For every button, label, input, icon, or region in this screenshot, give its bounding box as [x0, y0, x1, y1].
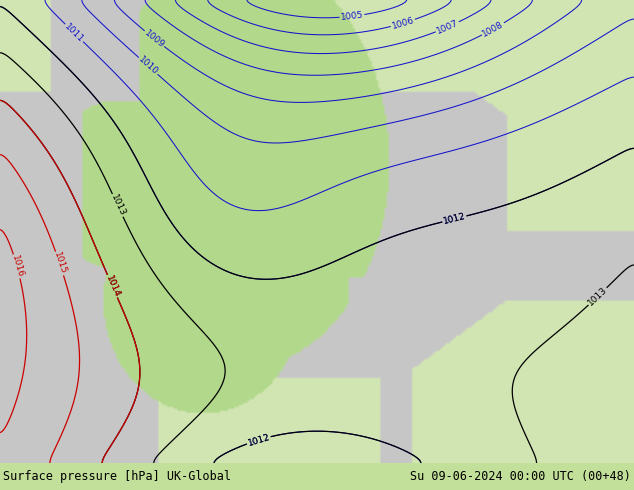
- Text: 1012: 1012: [247, 432, 271, 448]
- Text: 1005: 1005: [340, 10, 364, 22]
- Text: 1015: 1015: [52, 251, 68, 276]
- Text: 1007: 1007: [435, 18, 460, 36]
- Text: 1014: 1014: [104, 274, 121, 298]
- Text: 1008: 1008: [481, 20, 505, 39]
- Text: 1012: 1012: [442, 212, 467, 226]
- Text: 1009: 1009: [143, 28, 166, 49]
- Text: 1012: 1012: [442, 212, 467, 226]
- Text: 1012: 1012: [247, 432, 271, 448]
- Text: 1013: 1013: [109, 193, 127, 218]
- Text: 1016: 1016: [10, 254, 24, 279]
- Text: 1010: 1010: [136, 55, 160, 77]
- Text: 1013: 1013: [586, 285, 609, 308]
- Text: Surface pressure [hPa] UK-Global: Surface pressure [hPa] UK-Global: [3, 470, 231, 483]
- Text: 1014: 1014: [104, 274, 121, 298]
- Text: 1006: 1006: [391, 16, 415, 31]
- Text: 1011: 1011: [63, 22, 86, 44]
- Text: Su 09-06-2024 00:00 UTC (00+48): Su 09-06-2024 00:00 UTC (00+48): [410, 470, 631, 483]
